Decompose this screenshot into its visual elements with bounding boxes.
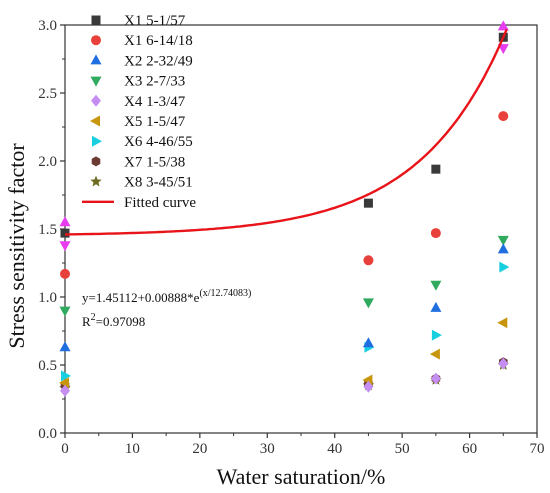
data-point	[497, 44, 509, 55]
data-point	[363, 380, 374, 393]
legend-marker	[91, 94, 101, 107]
y-axis-title: Stress sensitivity factor	[4, 143, 29, 349]
y-tick-label: 2.5	[38, 86, 57, 102]
data-point	[430, 228, 441, 239]
legend-label: X1 6-14/18	[124, 33, 193, 49]
data-point	[499, 261, 510, 273]
x-tick-label: 0	[61, 441, 69, 457]
data-point	[430, 280, 442, 291]
data-point	[430, 301, 442, 312]
legend-label: X1 5-1/57	[124, 13, 186, 29]
legend-marker	[90, 115, 100, 127]
legend-label: X4 1-3/47	[124, 94, 186, 110]
y-tick-label: 2.0	[38, 154, 57, 170]
legend-label: X7 1-5/38	[124, 154, 185, 170]
legend-marker	[91, 35, 101, 46]
y-tick-label: 1.0	[38, 290, 57, 306]
data-point	[60, 384, 70, 397]
data-point	[59, 306, 71, 317]
x-tick-label: 10	[125, 441, 140, 457]
fitted-curve	[65, 28, 508, 236]
legend-label: X8 3-45/51	[124, 175, 193, 191]
data-point	[59, 341, 71, 352]
data-point	[363, 255, 374, 266]
legend-marker	[91, 15, 101, 25]
legend-marker	[90, 54, 102, 65]
data-point	[430, 372, 441, 385]
data-point	[497, 243, 509, 254]
data-point	[498, 111, 509, 122]
data-point	[498, 357, 509, 370]
x-tick-label: 50	[395, 441, 410, 457]
fitted-curve-layer	[65, 28, 508, 236]
fit-equation: y=1.45112+0.00888*e(x/12.74083)	[82, 288, 251, 305]
x-tick-label: 60	[462, 441, 477, 457]
x-axis-title: Water saturation/%	[217, 464, 386, 489]
x-tick-label: 20	[192, 441, 207, 457]
data-point	[362, 298, 374, 309]
x-tick-label: 70	[530, 441, 545, 457]
data-point	[431, 164, 441, 174]
data-point	[497, 235, 509, 246]
data-point	[59, 377, 69, 389]
legend-label: X2 2-32/49	[124, 53, 193, 69]
data-point	[60, 228, 70, 238]
legend-marker	[90, 76, 102, 87]
y-tick-label: 0.0	[38, 426, 57, 442]
data-point	[362, 337, 374, 348]
data-point	[497, 20, 509, 31]
x-tick-label: 30	[260, 441, 275, 457]
data-point	[59, 216, 71, 227]
data-point	[59, 241, 71, 252]
axes-frame: 0 10 20 30 40 50 60 70 0.0 0.5 1.0 1.5 2.0 2.5 3.0	[38, 18, 544, 457]
data-point	[431, 329, 442, 341]
legend-marker	[90, 175, 102, 187]
data-point	[497, 317, 508, 329]
fit-r-squared: R2=0.97098	[82, 312, 145, 329]
y-tick-label: 3.0	[38, 18, 57, 34]
y-tick-label: 1.5	[38, 222, 57, 238]
data-point	[363, 198, 373, 208]
data-point	[60, 268, 70, 279]
data-points	[59, 20, 510, 397]
legend-marker	[92, 135, 102, 147]
legend-label: X3 2-7/33	[124, 74, 185, 90]
data-point	[61, 370, 71, 382]
legend-label: Fitted curve	[124, 195, 196, 211]
data-point	[429, 348, 440, 360]
legend: X1 5-1/57 X1 6-14/18 X2 2-32/49 X3 2-7/33 X4…	[82, 13, 196, 211]
legend-label: X6 4-46/55	[124, 134, 193, 150]
legend-label: X5 1-5/47	[124, 114, 186, 130]
y-tick-label: 0.5	[38, 358, 57, 374]
x-tick-label: 40	[327, 441, 342, 457]
legend-marker	[91, 156, 101, 167]
